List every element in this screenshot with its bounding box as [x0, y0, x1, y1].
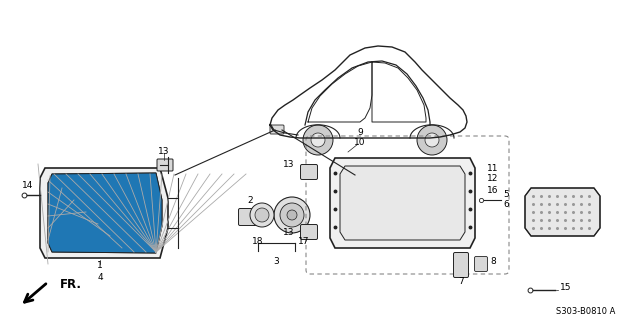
FancyBboxPatch shape [301, 225, 317, 239]
Text: 10: 10 [355, 138, 365, 147]
Text: 11: 11 [487, 164, 499, 172]
Text: 16: 16 [487, 186, 499, 195]
Circle shape [274, 197, 310, 233]
Circle shape [255, 208, 269, 222]
Polygon shape [48, 173, 162, 253]
Polygon shape [340, 166, 465, 240]
Text: S303-B0810 A: S303-B0810 A [556, 308, 615, 316]
Text: FR.: FR. [60, 277, 82, 291]
Polygon shape [48, 173, 162, 253]
Text: 1: 1 [97, 261, 103, 270]
FancyBboxPatch shape [454, 252, 468, 277]
Polygon shape [330, 158, 475, 248]
Polygon shape [40, 168, 168, 258]
Text: 13: 13 [158, 147, 170, 156]
Circle shape [311, 133, 325, 147]
FancyBboxPatch shape [474, 257, 488, 271]
FancyBboxPatch shape [239, 209, 262, 226]
Circle shape [287, 210, 297, 220]
Text: 9: 9 [357, 127, 363, 137]
Text: 18: 18 [252, 236, 264, 245]
Text: 15: 15 [560, 284, 572, 292]
Text: 7: 7 [458, 277, 464, 286]
Circle shape [280, 203, 304, 227]
Text: 3: 3 [273, 257, 279, 266]
Text: 14: 14 [22, 180, 33, 189]
Text: 5: 5 [503, 189, 509, 198]
FancyBboxPatch shape [270, 125, 284, 134]
Circle shape [303, 125, 333, 155]
Text: 6: 6 [503, 199, 509, 209]
Text: 8: 8 [490, 258, 496, 267]
Text: 17: 17 [298, 236, 310, 245]
Circle shape [417, 125, 447, 155]
Polygon shape [525, 188, 600, 236]
Circle shape [425, 133, 439, 147]
Text: 2: 2 [247, 196, 253, 204]
Circle shape [250, 203, 274, 227]
Text: 12: 12 [487, 173, 499, 182]
Text: 13: 13 [282, 159, 294, 169]
FancyBboxPatch shape [301, 164, 317, 180]
Text: 4: 4 [97, 274, 103, 283]
Text: 13: 13 [282, 228, 294, 236]
FancyBboxPatch shape [157, 159, 173, 171]
